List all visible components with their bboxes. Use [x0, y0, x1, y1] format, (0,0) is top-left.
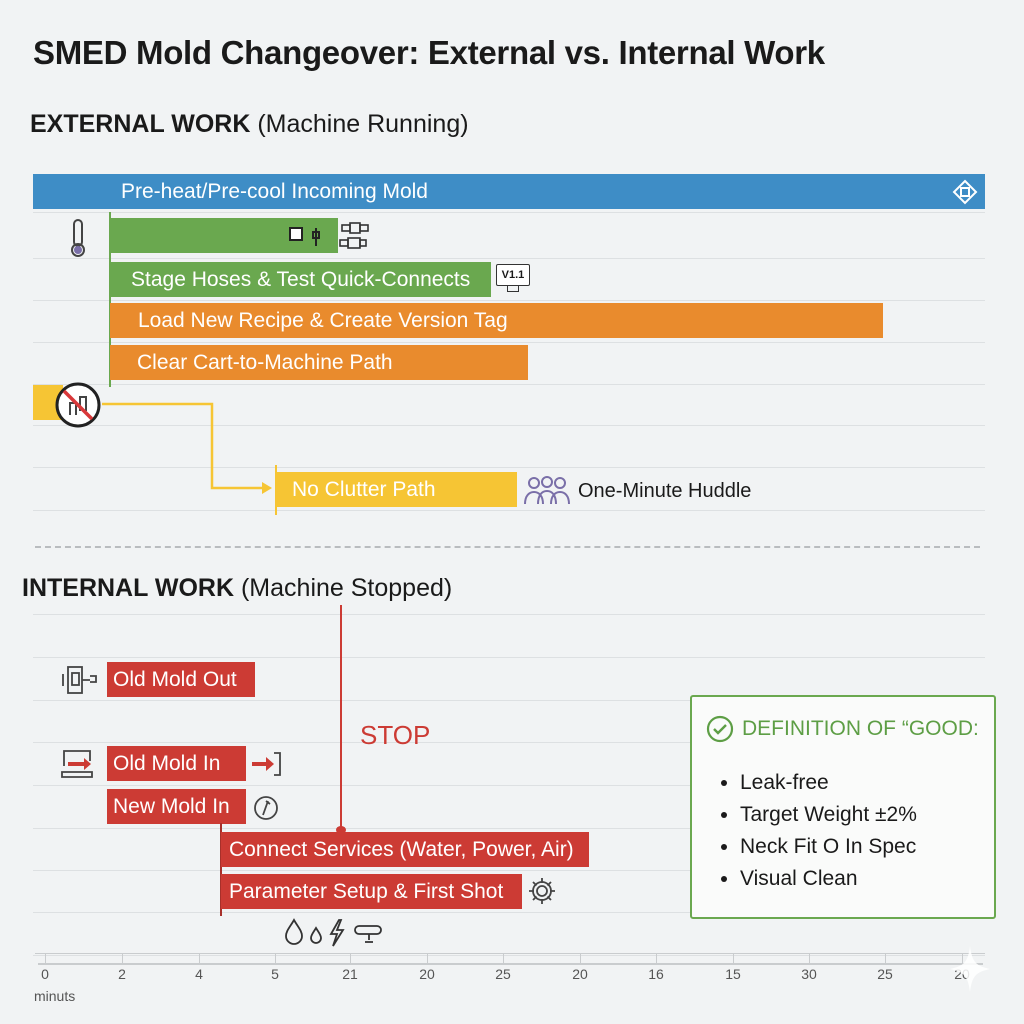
air-valve-icon: [354, 925, 382, 943]
definition-heading-text: DEFINITION OF “GOOD:: [742, 717, 979, 740]
internal-start-line: [220, 823, 222, 916]
task-label: Connect Services (Water, Power, Air): [229, 838, 574, 861]
tick-label: 21: [342, 966, 358, 982]
tick-label: 2: [118, 966, 126, 982]
tick-mark: [885, 954, 886, 964]
task-label: Clear Cart-to-Machine Path: [137, 351, 393, 374]
services-icons: [285, 918, 382, 947]
task-label: Old Mold In: [113, 752, 221, 775]
insert-arrow-icon: [252, 752, 281, 776]
tool-circle-icon: [254, 796, 278, 820]
task-preheat: Pre-heat/Pre-cool Incoming Mold: [33, 174, 985, 209]
task-old-mold-in: Old Mold In: [107, 746, 246, 781]
tick-label: 5: [271, 966, 279, 982]
external-heading-bold: EXTERNAL WORK: [30, 110, 251, 138]
tick-mark: [962, 954, 963, 964]
internal-heading-bold: INTERNAL WORK: [22, 574, 235, 602]
task-parameter-setup: Parameter Setup & First Shot: [221, 874, 522, 909]
task-clear-path: Clear Cart-to-Machine Path: [110, 345, 528, 380]
check-circle-icon: [706, 715, 734, 743]
monitor-version-icon: V1.1: [496, 264, 530, 294]
tick-label: 25: [495, 966, 511, 982]
definition-list: Leak-free Target Weight ±2% Neck Fit O I…: [722, 767, 917, 895]
thermometer-icon: [71, 219, 85, 257]
external-subheading: (Machine Running): [257, 110, 469, 138]
internal-subheading: (Machine Stopped): [240, 574, 453, 602]
gear-icon: [529, 878, 555, 904]
tick-label: 20: [572, 966, 588, 982]
tick-label: 0: [41, 966, 49, 982]
task-label: No Clutter Path: [292, 478, 436, 501]
lightning-icon: [329, 919, 345, 947]
hose-coupling-icon: [339, 222, 369, 249]
stop-label: STOP: [360, 720, 431, 750]
definition-of-good-box: DEFINITION OF “GOOD: Leak-free Target We…: [690, 695, 996, 919]
task-label: Pre-heat/Pre-cool Incoming Mold: [121, 180, 428, 203]
tick-mark: [809, 954, 810, 964]
external-start-line: [109, 212, 111, 387]
definition-item: Leak-free: [740, 767, 917, 799]
task-old-mold-out: Old Mold Out: [107, 662, 255, 697]
definition-heading: DEFINITION OF “GOOD:: [706, 715, 979, 743]
definition-item: Target Weight ±2%: [740, 799, 917, 831]
mold-machine-icon: [62, 666, 97, 694]
task-load-recipe: Load New Recipe & Create Version Tag: [110, 303, 883, 338]
task-label: Parameter Setup & First Shot: [229, 880, 504, 903]
page-title: SMED Mold Changeover: External vs. Inter…: [33, 34, 825, 71]
tick-label: 16: [648, 966, 664, 982]
quick-connect-icon: [289, 227, 320, 246]
definition-item: Visual Clean: [740, 863, 917, 895]
tick-mark: [503, 954, 504, 964]
time-axis: [38, 963, 983, 965]
tick-label: 15: [725, 966, 741, 982]
flow-arrow: [102, 402, 272, 494]
task-label: Old Mold Out: [113, 668, 237, 691]
tick-label: 4: [195, 966, 203, 982]
tick-mark: [427, 954, 428, 964]
stop-line: [340, 605, 342, 831]
no-clutter-icon: [55, 382, 101, 428]
tick-mark: [275, 954, 276, 964]
tick-mark: [122, 954, 123, 964]
task-label: New Mold In: [113, 795, 230, 818]
task-green-unlabeled: [110, 218, 338, 253]
tick-label: 25: [877, 966, 893, 982]
tick-mark: [350, 954, 351, 964]
external-heading: EXTERNAL WORK (Machine Running): [30, 110, 469, 139]
task-no-clutter: No Clutter Path: [276, 472, 517, 507]
task-connect-services: Connect Services (Water, Power, Air): [221, 832, 589, 867]
tick-label: 30: [801, 966, 817, 982]
mold-transfer-icon: [952, 179, 978, 205]
task-label: Load New Recipe & Create Version Tag: [138, 309, 508, 332]
axis-unit-label: minuts: [34, 988, 76, 1004]
sparkle-icon: [950, 946, 990, 992]
tick-mark: [733, 954, 734, 964]
definition-item: Neck Fit O In Spec: [740, 831, 917, 863]
load-mold-icon: [61, 750, 93, 778]
tick-mark: [656, 954, 657, 964]
tick-mark: [45, 954, 46, 964]
water-drop-icon: [285, 918, 303, 945]
section-divider: [35, 546, 980, 548]
water-drop-small-icon: [310, 926, 322, 944]
tick-label: 20: [419, 966, 435, 982]
task-new-mold-in: New Mold In: [107, 789, 246, 824]
tick-mark: [199, 954, 200, 964]
task-stage-hoses: Stage Hoses & Test Quick-Connects: [110, 262, 491, 297]
internal-heading: INTERNAL WORK (Machine Stopped): [22, 574, 452, 603]
version-badge: V1.1: [496, 264, 530, 286]
team-huddle-icon: [524, 476, 570, 505]
huddle-label: One-Minute Huddle: [578, 480, 752, 502]
tick-mark: [580, 954, 581, 964]
task-label: Stage Hoses & Test Quick-Connects: [131, 268, 471, 291]
